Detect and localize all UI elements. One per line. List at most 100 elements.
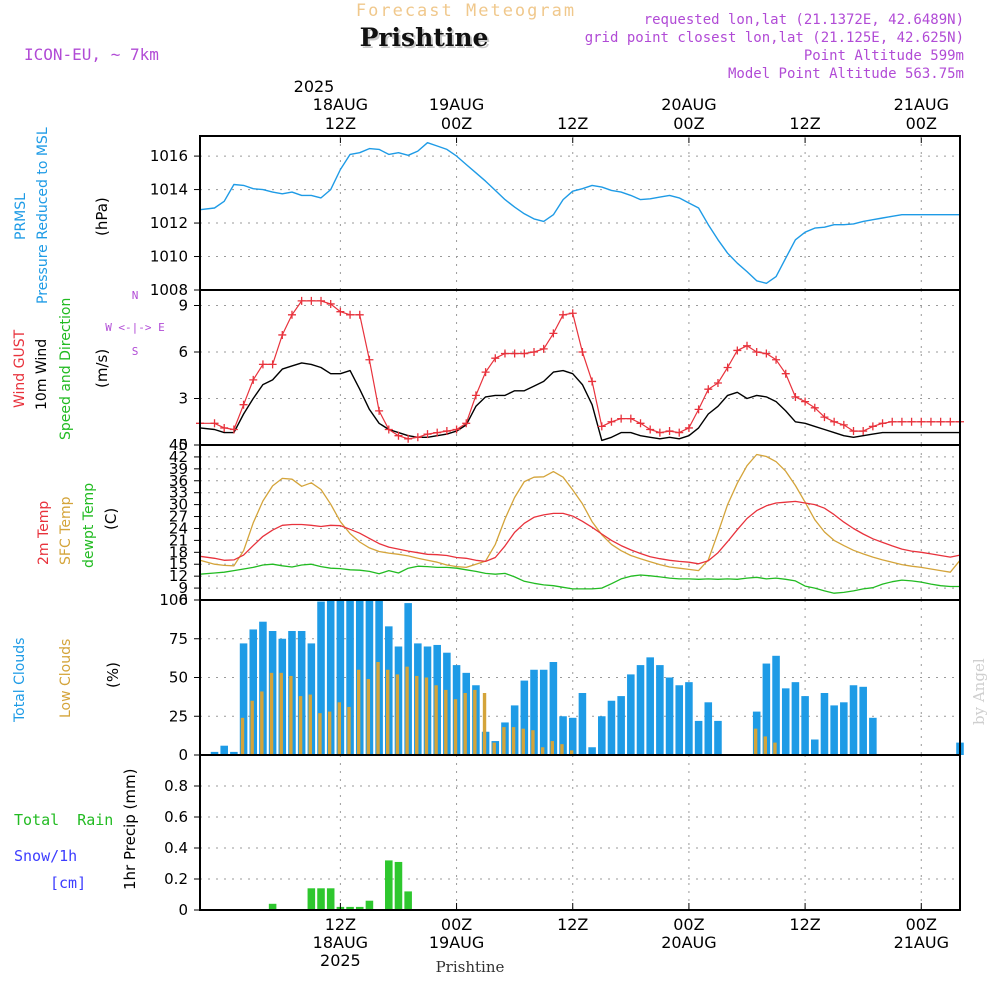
precip-ytick-label: 0 — [178, 901, 188, 919]
low-cloud-bar — [550, 741, 554, 755]
temperature-ytick-label: 45 — [169, 436, 188, 454]
gust-point — [820, 413, 829, 422]
gust-point — [849, 427, 858, 436]
gust-point — [317, 296, 326, 305]
total-cloud-bar — [694, 720, 703, 755]
total-cloud-bar — [530, 669, 538, 755]
total-cloud-bar — [781, 688, 790, 755]
bottom-axis-hour: 12Z — [789, 915, 820, 934]
clouds-ytick-label: 75 — [169, 630, 188, 648]
total-cloud-bar — [249, 629, 258, 755]
bottom-axis-date: 19AUG — [429, 933, 484, 952]
clouds-ytick-label: 50 — [169, 669, 188, 687]
total-clouds-label: Total Clouds — [12, 638, 28, 723]
low-cloud-bar — [531, 730, 535, 755]
gust-point — [713, 379, 722, 387]
low-cloud-bar — [415, 675, 419, 755]
total-cloud-bar — [259, 621, 267, 755]
gust-point — [549, 329, 558, 338]
wind-gust-label: Wind GUST — [12, 329, 28, 408]
temperature-ytick-label: 30 — [169, 496, 188, 514]
top-axis-hour: 12Z — [789, 114, 820, 133]
temperature-ytick-label: 12 — [169, 567, 188, 585]
total-cloud-bar — [849, 685, 858, 755]
rain-bar — [394, 861, 403, 910]
gust-point — [452, 425, 461, 434]
gust-point — [278, 330, 287, 339]
model-label: ICON-EU, ~ 7km — [24, 45, 159, 64]
wind-ytick-label: 0 — [178, 436, 188, 454]
sfc-temp-series-line — [199, 453, 961, 573]
low-cloud-bar — [482, 693, 487, 755]
snow-label: Snow/1h — [14, 847, 77, 865]
low-cloud-bar — [240, 717, 245, 755]
gust-point — [220, 423, 229, 432]
gust-point — [694, 405, 703, 414]
gust-point — [297, 296, 306, 305]
gust-point — [346, 310, 355, 319]
watermark: by Angel — [970, 658, 988, 725]
wind10m-series-line — [199, 362, 960, 442]
rain-bar — [326, 888, 335, 910]
gust-point — [491, 354, 500, 363]
gust-point — [287, 310, 296, 319]
gust-point — [636, 419, 645, 428]
gust-point — [520, 349, 529, 358]
low-cloud-bar — [453, 699, 458, 755]
low-cloud-bar — [521, 728, 525, 755]
gridpoint-coords: grid point closest lon,lat (21.125E, 42.… — [585, 30, 964, 46]
total-cloud-bar — [627, 674, 635, 755]
bottom-axis-hour: 12Z — [557, 915, 588, 934]
total-cloud-bar — [762, 663, 771, 755]
low-cloud-bar — [289, 675, 293, 755]
gust-point — [897, 417, 906, 426]
low-cloud-bar — [327, 711, 332, 755]
gust-point — [462, 419, 471, 428]
gust-point — [626, 414, 635, 423]
gust-point — [249, 375, 258, 384]
total-cloud-bar — [656, 665, 664, 755]
pressure-panel-labels: PRMSL Pressure Reduced to MSL (hPa) — [13, 127, 111, 304]
temperature-ytick-label: 39 — [169, 460, 188, 478]
gust-point — [394, 431, 403, 440]
pressure-ytick-label: 1008 — [150, 281, 188, 299]
low-cloud-bar — [763, 736, 767, 755]
gust-point — [665, 427, 674, 436]
cloud-unit: (%) — [104, 662, 122, 688]
gust-point — [433, 428, 442, 437]
low-cloud-bar — [366, 679, 371, 755]
bottom-axis-date: 20AUG — [661, 933, 716, 952]
gust-point — [926, 417, 935, 426]
bottom-axis-hour: 00Z — [673, 915, 704, 934]
top-axis-date: 21AUG — [894, 95, 949, 114]
pressure-unit: (hPa) — [93, 197, 111, 236]
pressure-ytick-label: 1014 — [150, 181, 188, 199]
low-cloud-bar — [444, 689, 448, 755]
dewpt-series-line — [199, 563, 960, 594]
gust-point — [723, 363, 732, 372]
gust-point — [743, 341, 752, 350]
bottom-axis-hour: 00Z — [906, 915, 937, 934]
temperature-ytick-label: 42 — [169, 448, 188, 466]
low-cloud-bar — [463, 693, 467, 755]
gust-series-line — [200, 300, 960, 440]
low-cloud-bar — [308, 694, 312, 755]
pressure-series-line — [199, 141, 960, 284]
total-cloud-bar — [520, 680, 529, 755]
gust-point — [258, 360, 267, 369]
total-cloud-bar — [539, 669, 548, 755]
wind-direction-label: Speed and Direction — [58, 298, 74, 440]
gust-point — [404, 434, 413, 443]
total-cloud-bar — [617, 696, 625, 755]
wind-unit: (m/s) — [93, 349, 111, 388]
temp-panel-labels: 2m Temp SFC Temp dewpt Temp (C) — [36, 483, 120, 568]
gust-point — [413, 433, 422, 442]
gust-point — [326, 299, 335, 308]
temperature-ytick-label: 9 — [178, 579, 188, 597]
total-cloud-bar — [820, 693, 829, 755]
pressure-ytick-label: 1016 — [150, 147, 188, 165]
low-cloud-bar — [492, 742, 496, 755]
location-title-shadow: Prishtine — [362, 25, 491, 54]
total-cloud-bar — [646, 657, 654, 755]
